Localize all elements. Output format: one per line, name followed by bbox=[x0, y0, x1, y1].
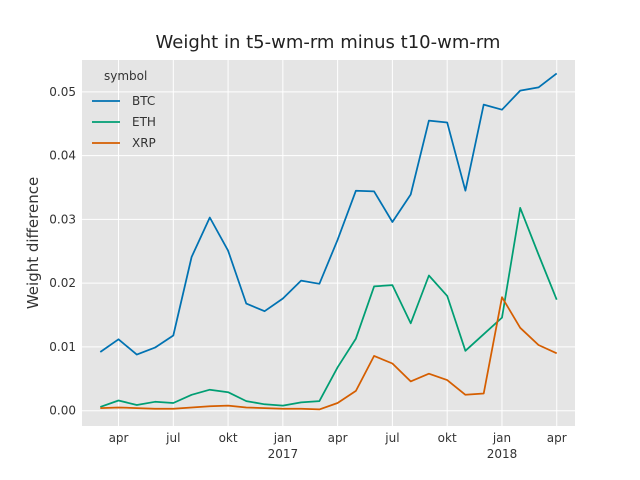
y-tick-label: 0.04 bbox=[49, 149, 76, 163]
y-tick-label: 0.05 bbox=[49, 85, 76, 99]
legend-label: BTC bbox=[132, 94, 155, 108]
y-tick-label: 0.02 bbox=[49, 276, 76, 290]
x-tick-label: apr bbox=[547, 431, 567, 445]
plot-area bbox=[82, 60, 575, 426]
x-tick-label: jul bbox=[384, 431, 399, 445]
x-tick-label: okt bbox=[219, 431, 238, 445]
chart-title: Weight in t5-wm-rm minus t10-wm-rm bbox=[156, 32, 501, 53]
x-tick-label: jul bbox=[165, 431, 180, 445]
y-tick-label: 0.00 bbox=[49, 404, 76, 418]
x-tick-label: okt bbox=[438, 431, 457, 445]
y-tick-label: 0.01 bbox=[49, 340, 76, 354]
legend-label: XRP bbox=[132, 136, 156, 150]
legend-label: ETH bbox=[132, 115, 156, 129]
y-tick-label: 0.03 bbox=[49, 212, 76, 226]
x-tick-label: jan 2017 bbox=[268, 431, 299, 461]
x-tick-label: apr bbox=[109, 431, 129, 445]
legend-title: symbol bbox=[104, 69, 147, 83]
x-tick-label: apr bbox=[328, 431, 348, 445]
series-line bbox=[99, 72, 558, 356]
series-line bbox=[100, 207, 558, 408]
y-axis-label: Weight difference bbox=[24, 177, 42, 309]
series-line bbox=[100, 296, 558, 411]
x-tick-label: jan 2018 bbox=[487, 431, 518, 461]
